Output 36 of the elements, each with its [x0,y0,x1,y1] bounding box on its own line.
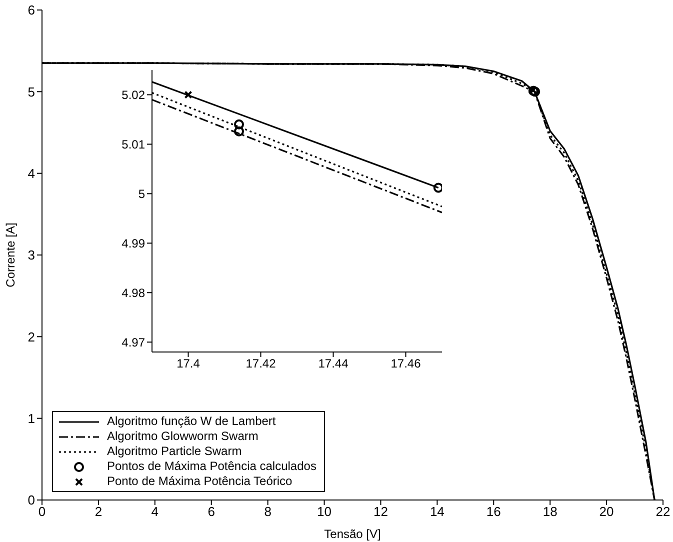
x-tick-label: 8 [264,504,272,520]
x-tick-label: 17.4 [176,356,200,371]
legend-label: Algoritmo função W de Lambert [107,414,276,429]
x-tick-label: 6 [208,504,215,520]
x-tick-label: 16 [486,504,501,520]
x-tick-label: 20 [599,504,614,520]
x-tick-label: 17.44 [318,356,349,371]
x-tick-label: 4 [151,504,159,520]
y-tick-label: 5.01 [122,137,146,152]
x-tick-label: 12 [373,504,388,520]
y-tick-label: 3 [28,248,35,263]
y-tick-label: 5 [138,186,146,201]
legend-label: Ponto de Máxima Potência Teórico [107,474,292,489]
x-tick-label: 0 [38,504,46,520]
x-axis-title: Tensão [V] [324,527,381,541]
legend-label: Algoritmo Particle Swarm [107,444,242,459]
x-tick-label: 2 [94,504,102,520]
legend-label: Pontos de Máxima Potência calculados [107,459,316,474]
y-tick-label: 5.02 [122,88,146,102]
x-tick-label: 17.42 [246,356,276,371]
x-tick-label: 17.46 [390,356,422,371]
y-tick-label: 4 [28,166,35,181]
y-tick-label: 4.98 [122,286,146,300]
y-tick-label: 2 [28,329,35,344]
y-tick-label: 0 [28,492,35,508]
x-tick-label: 10 [317,504,332,520]
y-tick-label: 6 [28,2,35,18]
y-tick-label: 1 [28,410,35,426]
x-tick-label: 18 [542,504,558,520]
x-tick-label: 22 [656,504,670,520]
legend-label: Algoritmo Glowworm Swarm [107,429,258,444]
x-tick-label: 14 [430,504,444,520]
y-tick-label: 5 [28,84,35,100]
y-tick-label: 4.99 [122,236,146,250]
y-axis-title: Corrente [A] [3,222,18,288]
y-tick-label: 4.97 [122,335,146,350]
